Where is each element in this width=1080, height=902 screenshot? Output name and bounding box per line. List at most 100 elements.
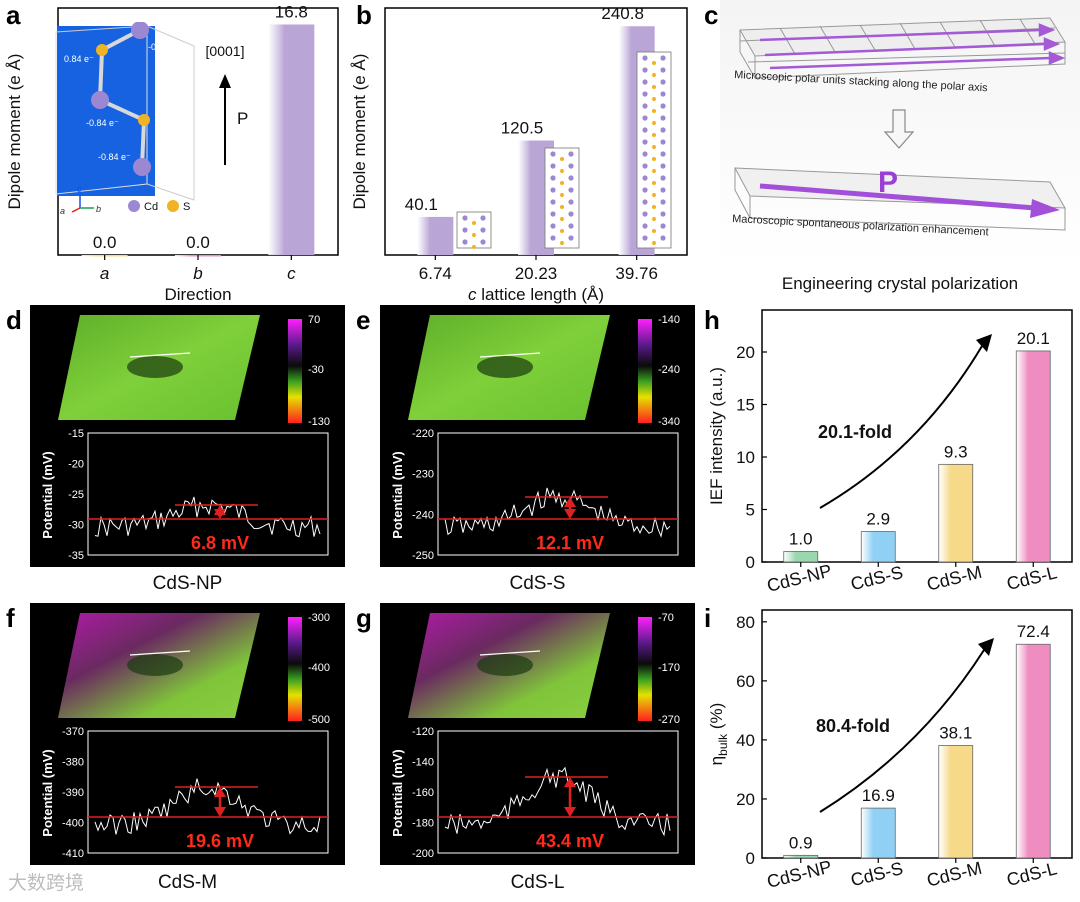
y-tick-label: 80 — [736, 613, 755, 632]
scan-line — [129, 352, 191, 358]
scan-line — [479, 352, 541, 358]
panel-letter-e: e — [356, 305, 371, 335]
color-scale-label: -30 — [308, 364, 324, 376]
profile-y-tick-label: -410 — [62, 848, 84, 860]
profile-y-tick-label: -25 — [68, 489, 84, 501]
bar-6.74 — [417, 216, 454, 255]
legend-cd-icon — [128, 200, 140, 212]
bar-CdS-S — [860, 531, 896, 563]
kpfm-panel-f: -300 -400 -500 -370 -380 -390 -400 -410 Potentia… — [30, 603, 345, 865]
structure-thumbnail-small — [456, 211, 492, 249]
profile-y-label: Potential (mV) — [40, 451, 55, 538]
bar-value-label: 16.9 — [862, 786, 895, 805]
color-scale-bar — [638, 617, 652, 721]
bar-CdS-M — [938, 745, 974, 859]
bar-value-label: 1.0 — [789, 530, 813, 549]
panel-letter-g: g — [356, 603, 372, 633]
color-scale-bar — [638, 319, 652, 423]
x-tick-label: b — [193, 264, 202, 283]
x-tick-label: c — [287, 264, 296, 283]
plot-frame — [761, 309, 1073, 563]
structure-thumbnail-large — [636, 51, 672, 249]
polar-p-label: P — [237, 109, 248, 128]
panel-letter-f: f — [6, 603, 15, 633]
profile-y-label: Potential (mV) — [390, 451, 405, 538]
color-scale-label: -70 — [658, 612, 674, 624]
bar-value-label: 0.0 — [93, 233, 117, 252]
bar-CdS-M — [938, 463, 974, 563]
polarization-arrow-icon — [759, 183, 1060, 218]
legend-s-icon — [167, 200, 179, 212]
profile-frame — [437, 432, 679, 556]
color-scale-label: -340 — [658, 416, 680, 428]
potential-difference-label: 19.6 mV — [186, 831, 254, 851]
y-axis-label: Dipole moment (e Å) — [5, 54, 24, 210]
x-tick-label: CdS-L — [1005, 562, 1059, 594]
bar-value-label: 240.8 — [601, 4, 644, 23]
potential-difference-label: 12.1 mV — [536, 533, 604, 553]
axis-b-label: b — [96, 204, 101, 214]
profile-y-tick-label: -140 — [412, 757, 434, 769]
kpfm-panel-e: -140 -240 -340 -220 -230 -240 -250 Potential (m… — [380, 305, 695, 567]
trend-arrow-icon — [819, 345, 983, 509]
surface-feature — [127, 654, 183, 676]
kpfm-caption-e: CdS-S — [509, 573, 566, 594]
x-tick-label: CdS-S — [849, 858, 905, 890]
watermark: 大数跨境 — [8, 873, 85, 894]
surface-feature — [477, 654, 533, 676]
color-scale-bar — [288, 617, 302, 721]
panel-letter-h: h — [704, 305, 720, 335]
bar-value-label: 0.9 — [789, 833, 813, 852]
profile-y-tick-label: -250 — [412, 550, 434, 562]
kpfm-caption-g: CdS-L — [510, 872, 565, 893]
profile-y-tick-label: -400 — [62, 818, 84, 830]
x-tick-label: 6.74 — [419, 264, 452, 283]
panel-letter-i: i — [704, 603, 712, 633]
charge-label: 0.84 e⁻ — [64, 54, 94, 64]
schematic-title: Engineering crystal polarization — [782, 274, 1018, 293]
bar-value-label: 2.9 — [866, 510, 890, 529]
charge-label: 0.84 e⁻ — [156, 98, 186, 108]
color-scale-label: -170 — [658, 662, 680, 674]
profile-y-tick-label: -370 — [62, 726, 84, 738]
chart-i-eta-bulk: 0.9 CdS-NP 16.9 CdS-S 38.1 CdS-M 72.4 CdS-L 0 20 4… — [707, 609, 1073, 892]
legend-cd-label: Cd — [144, 201, 158, 213]
delta-arrow-head-icon — [564, 497, 576, 507]
surface-feature — [477, 356, 533, 378]
bar-CdS-L — [1015, 643, 1051, 859]
axis-a-label: a — [60, 206, 65, 216]
fold-annotation: 80.4-fold — [816, 716, 890, 736]
chart-b-dipole-lattice: 40.1 6.74 120.5 20.23 240.8 39.76 Dipole momen… — [350, 4, 688, 304]
trend-arrow-head-icon — [976, 334, 992, 352]
charge-label: -0.84 e⁻ — [148, 42, 181, 52]
profile-y-tick-label: -380 — [62, 757, 84, 769]
color-scale-label: 70 — [308, 314, 320, 326]
macroscopic-crystal — [734, 167, 1066, 231]
bar-CdS-NP — [783, 854, 819, 859]
x-axis-label: c lattice length (Å) — [468, 285, 604, 304]
kpfm-panel-g: -70 -170 -270 -120 -140 -160 -180 -200 Potential… — [380, 603, 695, 865]
delta-arrow-head-icon — [564, 509, 576, 519]
y-tick-label: 20 — [736, 343, 755, 362]
y-axis-label: ηbulk (%) — [707, 703, 730, 766]
direction-0001-label: [0001] — [206, 43, 245, 59]
stack-arrow-icon — [883, 109, 915, 149]
profile-y-tick-label: -230 — [412, 469, 434, 481]
polar-unit-arrows — [759, 23, 1066, 70]
surface-feature — [127, 356, 183, 378]
x-axis-label: Direction — [164, 285, 231, 304]
y-tick-label: 40 — [736, 731, 755, 750]
profile-y-label: Potential (mV) — [40, 749, 55, 836]
bar-value-label: 20.1 — [1017, 329, 1050, 348]
bar-c — [268, 24, 315, 255]
y-tick-label: 20 — [736, 790, 755, 809]
cds-structure-inset: 0.84 e⁻ -0.84 e⁻ 0.84 e⁻ -0.84 e⁻ -0.84 … — [55, 22, 195, 216]
x-tick-label: CdS-M — [925, 858, 984, 891]
charge-label: -0.84 e⁻ — [86, 118, 119, 128]
bar-value-label: 72.4 — [1017, 622, 1050, 641]
potential-difference-label: 43.4 mV — [536, 831, 604, 851]
bar-value-label: 9.3 — [944, 442, 968, 461]
y-tick-label: 10 — [736, 448, 755, 467]
profile-y-tick-label: -200 — [412, 848, 434, 860]
chart-h-ief: 1.0 CdS-NP 2.9 CdS-S 9.3 CdS-M 20.1 CdS-L 0 5 10 15… — [707, 309, 1073, 596]
